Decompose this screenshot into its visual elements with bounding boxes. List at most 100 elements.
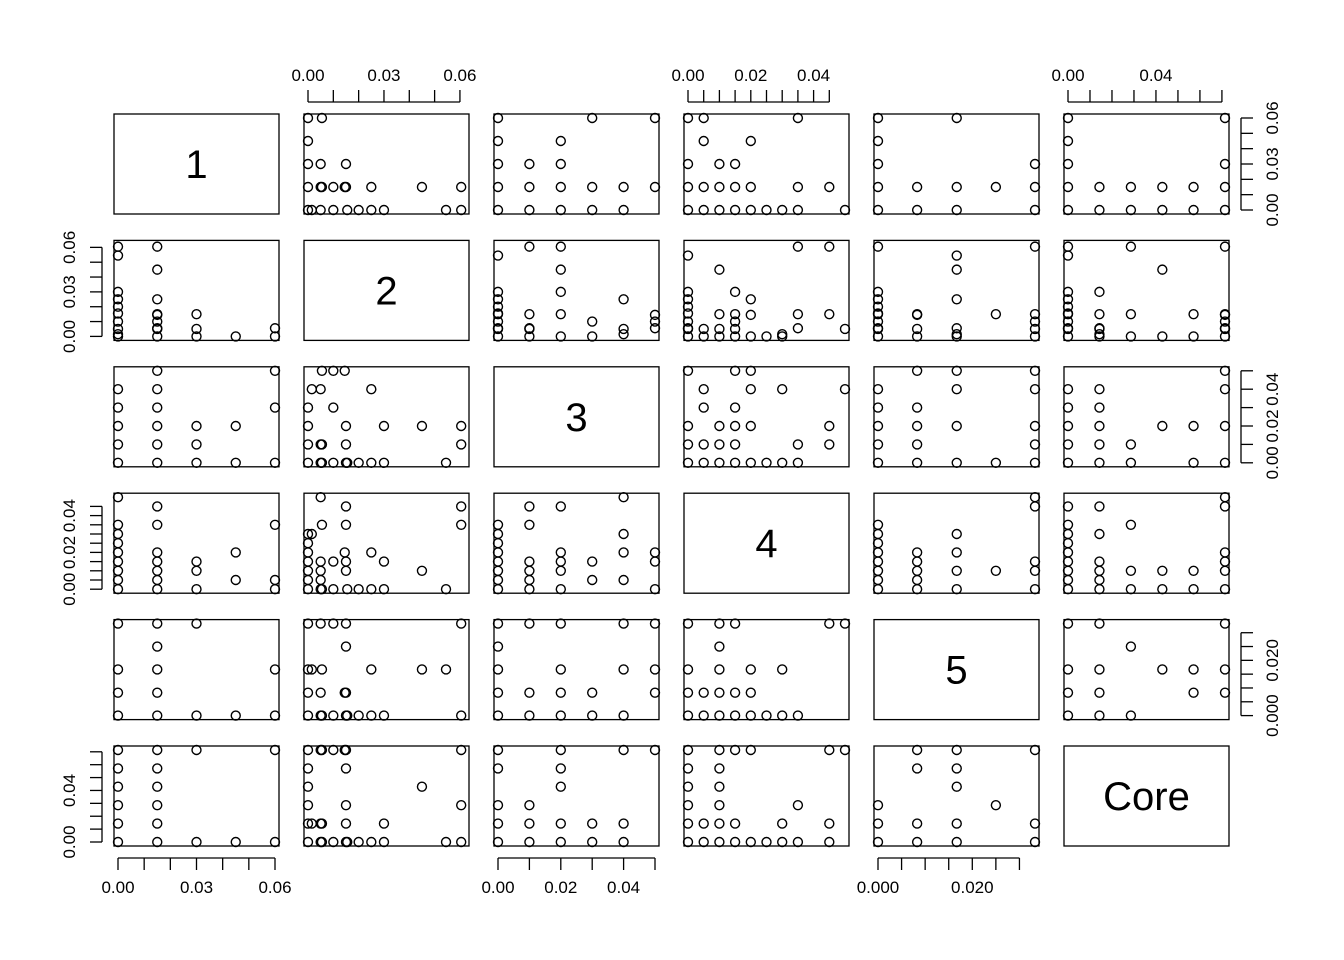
- data-point: [911, 547, 923, 558]
- data-point: [729, 618, 741, 629]
- data-point: [340, 565, 352, 576]
- data-point: [269, 836, 281, 848]
- data-point: [1062, 323, 1074, 334]
- data-point: [698, 112, 709, 124]
- data-point: [745, 457, 756, 468]
- data-point: [152, 264, 163, 275]
- data-point: [230, 710, 241, 721]
- data-point: [872, 204, 884, 216]
- left-axis-row6: 0.00 0.04: [60, 751, 103, 859]
- matrix-axes: 0.00 0.03 0.06 0.00 0.02 0.04 0.00 0.04 0.00 0.03…: [60, 66, 1282, 897]
- data-point: [839, 323, 851, 335]
- data-point: [492, 181, 504, 193]
- data-point: [366, 664, 377, 675]
- data-point: [328, 181, 339, 193]
- data-point: [316, 836, 328, 848]
- data-point: [1219, 331, 1231, 342]
- data-point: [555, 818, 566, 829]
- data-point: [990, 799, 1002, 811]
- left-axis-row2: 0.00 0.03 0.06: [60, 231, 103, 353]
- data-point: [112, 538, 124, 549]
- data-point: [440, 204, 452, 216]
- data-point: [230, 574, 241, 586]
- data-point: [524, 687, 535, 698]
- data-point: [302, 528, 314, 540]
- data-point: [729, 818, 741, 829]
- data-point: [112, 439, 124, 450]
- data-point: [328, 618, 339, 629]
- data-point: [872, 528, 884, 540]
- data-point: [618, 818, 629, 829]
- data-point: [714, 323, 725, 335]
- panel-frame: [683, 492, 850, 594]
- data-point: [555, 181, 566, 193]
- tick-label: 0.02: [60, 536, 79, 569]
- data-point: [416, 181, 428, 193]
- data-point: [316, 818, 328, 829]
- data-point: [416, 565, 428, 576]
- data-point: [492, 687, 504, 698]
- data-point: [745, 204, 756, 216]
- panel-r5-c3: [492, 618, 661, 721]
- data-point: [618, 204, 629, 216]
- data-point: [872, 818, 884, 829]
- data-point: [777, 710, 788, 721]
- data-point: [1125, 331, 1137, 342]
- tick-label: 0.06: [443, 66, 476, 85]
- panel-frame: [873, 366, 1040, 468]
- panel-frame: [303, 239, 470, 342]
- data-point: [1062, 528, 1074, 540]
- data-point: [649, 316, 661, 327]
- data-point: [951, 547, 962, 558]
- data-point: [456, 799, 467, 811]
- data-point: [152, 584, 163, 595]
- tick-label: 0.04: [60, 774, 79, 807]
- data-point: [112, 528, 124, 540]
- data-point: [1029, 204, 1041, 216]
- data-point: [342, 204, 353, 216]
- data-point: [302, 112, 314, 124]
- data-point: [456, 501, 467, 512]
- data-point: [340, 763, 352, 774]
- data-point: [729, 439, 741, 450]
- data-point: [1062, 331, 1074, 342]
- data-point: [990, 181, 1002, 193]
- data-point: [378, 204, 390, 216]
- data-point: [302, 687, 314, 698]
- data-point: [1219, 384, 1231, 395]
- panel-r4-c1: [112, 492, 281, 595]
- data-point: [682, 420, 694, 432]
- data-point: [714, 799, 725, 811]
- data-point: [777, 457, 788, 468]
- data-point: [492, 112, 504, 124]
- data-point: [618, 710, 629, 721]
- data-point: [342, 584, 353, 595]
- data-point: [951, 781, 962, 792]
- data-point: [714, 264, 725, 275]
- data-point: [302, 538, 314, 549]
- data-point: [714, 618, 725, 629]
- data-point: [302, 664, 314, 675]
- data-point: [339, 181, 350, 193]
- data-point: [555, 664, 566, 675]
- bottom-axis-col3: 0.00 0.02 0.04: [481, 857, 656, 897]
- data-point: [698, 710, 709, 721]
- data-point: [682, 439, 694, 450]
- data-point: [1219, 501, 1231, 512]
- data-point: [353, 836, 364, 848]
- data-point: [745, 687, 756, 698]
- panel-frame: [683, 239, 850, 342]
- data-point: [682, 181, 694, 193]
- data-point: [230, 547, 241, 558]
- panel-r2-c6: [1062, 239, 1231, 342]
- data-point: [340, 457, 352, 468]
- data-point: [1125, 439, 1137, 450]
- data-point: [456, 744, 467, 756]
- data-point: [714, 664, 725, 675]
- data-point: [555, 763, 566, 774]
- data-point: [872, 547, 884, 558]
- data-point: [456, 204, 467, 216]
- data-point: [492, 323, 504, 334]
- data-point: [714, 763, 725, 774]
- data-point: [492, 301, 504, 312]
